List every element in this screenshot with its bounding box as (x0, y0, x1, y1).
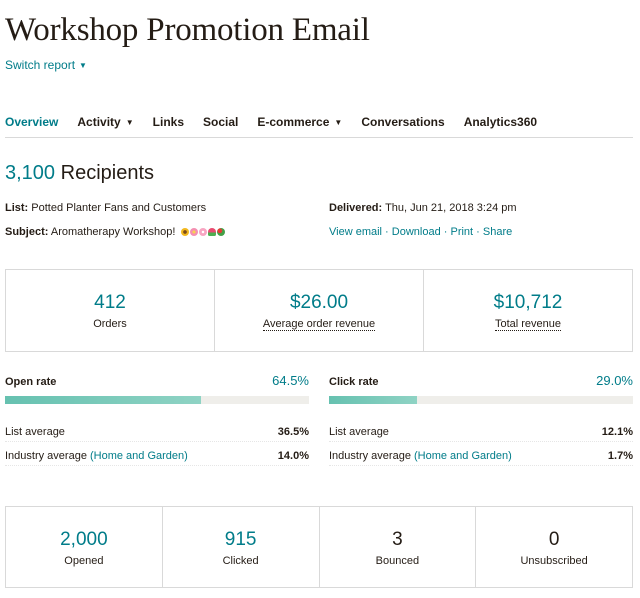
click-industry-average-row: Industry average (Home and Garden) 1.7% (329, 442, 633, 466)
chevron-down-icon: ▼ (125, 118, 134, 127)
click-rate-bar-fill (329, 396, 418, 404)
tab-social[interactable]: Social (203, 108, 238, 137)
open-rate-label: Open rate (5, 376, 57, 388)
bounced-label: Bounced (375, 555, 420, 567)
click-rate-panel: Click rate 29.0% List average 12.1% Indu… (329, 373, 633, 466)
tulip-icon (208, 228, 217, 236)
average-order-revenue-value: $26.00 (289, 292, 349, 313)
total-revenue-value: $10,712 (493, 292, 563, 313)
industry-category-link[interactable]: (Home and Garden) (414, 450, 512, 462)
delivered-info: Delivered: Thu, Jun 21, 2018 3:24 pm (329, 202, 517, 214)
tab-label: Activity (77, 115, 121, 129)
unsubscribed-value: 0 (548, 529, 560, 550)
tab-label: Overview (5, 115, 59, 129)
list-info: List: Potted Planter Fans and Customers (5, 202, 206, 214)
engagement-stats: 2,000 Opened 915 Clicked 3 Bounced 0 Uns… (5, 506, 633, 588)
industry-average-label: Industry average (5, 450, 87, 462)
orders-stat: 412 Orders (6, 270, 215, 351)
tab-analytics360[interactable]: Analytics360 (464, 108, 537, 137)
recipients-heading: 3,100 Recipients (5, 162, 154, 185)
recipients-count: 3,100 (5, 162, 56, 184)
tab-links[interactable]: Links (153, 108, 184, 137)
list-average-label: List average (5, 426, 65, 438)
total-revenue-stat: $10,712 Total revenue (424, 270, 632, 351)
unsubscribed-stat: 0 Unsubscribed (476, 507, 632, 587)
clicked-value: 915 (224, 529, 257, 550)
open-rate-panel: Open rate 64.5% List average 36.5% Indus… (5, 373, 309, 466)
separator: · (473, 226, 483, 238)
industry-average-label: Industry average (329, 450, 411, 462)
blossom-icon (190, 228, 199, 236)
opened-value: 2,000 (60, 529, 108, 550)
list-average-label: List average (329, 426, 389, 438)
bouquet-icon (217, 228, 226, 236)
switch-report-dropdown[interactable]: Switch report ▼ (5, 58, 87, 72)
subject-label: Subject: (5, 226, 49, 238)
report-tabs: Overview Activity ▼ Links Social E-commer… (5, 108, 633, 138)
print-link[interactable]: Print (450, 226, 474, 238)
tab-conversations[interactable]: Conversations (361, 108, 444, 137)
unsubscribed-label: Unsubscribed (520, 555, 588, 567)
chevron-down-icon: ▼ (79, 61, 87, 70)
delivered-value: Thu, Jun 21, 2018 3:24 pm (385, 202, 517, 214)
industry-average-value: 1.7% (607, 450, 633, 462)
subject-info: Subject: Aromatherapy Workshop! (5, 226, 226, 238)
industry-category-link[interactable]: (Home and Garden) (90, 450, 188, 462)
open-industry-average-row: Industry average (Home and Garden) 14.0% (5, 442, 309, 466)
tab-label: Conversations (361, 115, 445, 129)
list-value: Potted Planter Fans and Customers (31, 202, 207, 214)
average-order-revenue-label[interactable]: Average order revenue (262, 318, 376, 331)
download-link[interactable]: Download (391, 226, 441, 238)
total-revenue-label[interactable]: Total revenue (494, 318, 562, 331)
view-email-link[interactable]: View email (329, 226, 382, 238)
share-link[interactable]: Share (482, 226, 513, 238)
chevron-down-icon: ▼ (334, 118, 343, 127)
tab-label: E-commerce (257, 115, 330, 129)
subject-value: Aromatherapy Workshop! (50, 226, 176, 238)
list-label: List: (5, 202, 29, 214)
tab-label: Analytics360 (463, 115, 538, 129)
click-rate-bar (329, 396, 633, 404)
tab-overview[interactable]: Overview (5, 108, 58, 137)
orders-label: Orders (93, 318, 127, 330)
separator: · (382, 226, 392, 238)
open-rate-bar-fill (5, 396, 202, 404)
opened-stat[interactable]: 2,000 Opened (6, 507, 163, 587)
flower-emoji-icons (181, 228, 226, 236)
sunflower-icon (181, 228, 190, 236)
cherry-blossom-icon (199, 228, 208, 236)
click-rate-label: Click rate (329, 376, 379, 388)
clicked-stat[interactable]: 915 Clicked (163, 507, 320, 587)
industry-average-value: 14.0% (277, 450, 309, 462)
tab-ecommerce[interactable]: E-commerce ▼ (257, 108, 342, 137)
delivered-label: Delivered: (329, 202, 383, 214)
ecommerce-summary: 412 Orders $26.00 Average order revenue … (5, 269, 633, 352)
list-average-value: 12.1% (601, 426, 633, 438)
tab-label: Social (203, 115, 239, 129)
click-rate-value: 29.0% (596, 373, 633, 388)
bounced-value: 3 (392, 529, 403, 550)
switch-report-label: Switch report (5, 58, 76, 72)
opened-label: Opened (64, 555, 104, 567)
separator: · (440, 226, 451, 238)
page-title: Workshop Promotion Email (5, 12, 370, 48)
tab-label: Links (152, 115, 184, 129)
email-actions: View email · Download · Print · Share (329, 226, 512, 238)
open-rate-value: 64.5% (272, 373, 309, 388)
tab-activity[interactable]: Activity ▼ (77, 108, 133, 137)
orders-value: 412 (94, 292, 126, 313)
recipients-label: Recipients (60, 162, 155, 184)
clicked-label: Clicked (222, 555, 259, 567)
click-list-average-row: List average 12.1% (329, 418, 633, 442)
open-rate-bar (5, 396, 309, 404)
open-list-average-row: List average 36.5% (5, 418, 309, 442)
average-order-revenue-stat: $26.00 Average order revenue (215, 270, 424, 351)
bounced-stat: 3 Bounced (320, 507, 477, 587)
list-average-value: 36.5% (277, 426, 309, 438)
